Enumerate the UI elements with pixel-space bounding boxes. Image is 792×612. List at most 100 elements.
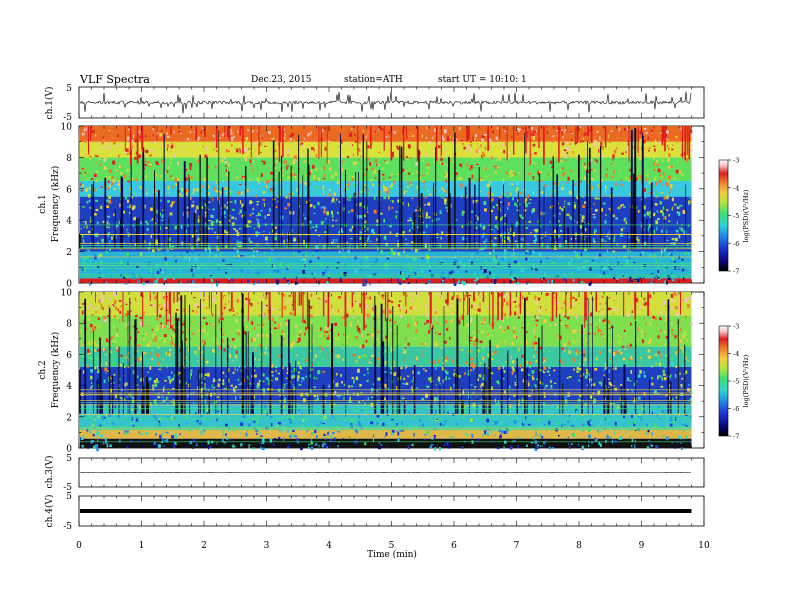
spectrogram-speckle [537, 418, 540, 423]
spectrogram-speckle [342, 209, 345, 211]
spectrogram-speckle [303, 276, 306, 279]
spectrogram-speckle [265, 333, 268, 336]
spectrogram-speckle [438, 395, 440, 397]
spectrogram-speckle [289, 346, 293, 348]
spectrogram-speckle [467, 145, 471, 149]
spectrogram-speckle [231, 338, 235, 341]
spectrogram-speckle [196, 307, 199, 310]
spectrogram-speckle [87, 317, 91, 321]
spectrogram-speckle [637, 276, 640, 280]
spectrogram-speckle [139, 321, 143, 326]
spectrogram-speckle [372, 183, 375, 187]
spectrogram-speckle [354, 141, 358, 143]
spectrogram-speckle [503, 370, 506, 373]
spectrogram-speckle [263, 388, 266, 393]
spectrogram-speckle [380, 414, 384, 417]
spectrogram-speckle [495, 204, 499, 206]
spectrogram-speckle [405, 156, 409, 158]
spectrogram-speckle [186, 211, 189, 215]
spectrogram-speckle [393, 250, 396, 255]
spectrogram-speckle [359, 231, 362, 234]
spectrogram-speckle [364, 220, 367, 224]
spectrogram-speckle [561, 208, 564, 211]
spectrogram-speckle [421, 180, 425, 183]
spectrogram-speckle [680, 152, 682, 155]
spectrogram-speckle [495, 443, 497, 445]
spectrogram-speckle [192, 418, 195, 421]
spectrogram-speckle [393, 372, 397, 376]
spectrogram-speckle [583, 176, 587, 180]
spectrogram-speckle [252, 160, 254, 163]
spectrogram-speckle [97, 254, 100, 259]
spectrogram-speckle [336, 198, 338, 201]
spectrogram-speckle [199, 373, 203, 377]
spectrogram-speckle [462, 236, 465, 241]
spectrogram-speckle [514, 240, 518, 242]
spectrogram-speckle [584, 132, 587, 136]
spectrogram-speckle [133, 217, 136, 221]
spectrogram-speckle [426, 166, 430, 170]
spectrogram-speckle [103, 158, 107, 162]
spectrogram-speckle [442, 154, 446, 156]
spectrogram-speckle [252, 253, 255, 258]
spectrogram-speckle [159, 133, 163, 137]
spectrogram-speckle [434, 128, 437, 132]
spectrogram-speckle [605, 213, 607, 217]
spectrogram-speckle [319, 243, 321, 247]
spectrogram-speckle [469, 259, 471, 262]
spectrogram-speckle [136, 384, 139, 386]
spectrogram-speckle [531, 133, 535, 137]
spectrogram-speckle [249, 200, 253, 205]
spectrogram-speckle [496, 166, 500, 168]
spectrogram-speckle [464, 361, 468, 364]
spectrogram-speckle [215, 400, 217, 403]
spectrogram-speckle [106, 220, 109, 224]
spectrogram-speckle [670, 307, 673, 311]
spectrogram-speckle [88, 230, 91, 234]
spectrogram-speckle [507, 389, 510, 392]
spectrogram-speckle [493, 282, 496, 284]
spectrogram-speckle [670, 165, 674, 168]
spectrogram-speckle [649, 165, 651, 168]
spectrogram-speckle [623, 206, 626, 209]
spectrogram-speckle [150, 207, 153, 211]
spectrogram-speckle [206, 412, 208, 415]
spectrogram-speckle [333, 439, 336, 442]
spectrogram-speckle [270, 189, 273, 193]
spectrogram-speckle [240, 191, 243, 196]
spectrogram-speckle [181, 187, 184, 192]
spectrogram-speckle [98, 158, 101, 161]
spectrogram-speckle [388, 309, 391, 313]
spectrogram-speckle [205, 296, 208, 300]
spectrogram-speckle [82, 353, 84, 358]
spectrogram-speckle [595, 439, 598, 442]
spectrogram-speckle [192, 438, 195, 443]
spectrogram-speckle [588, 379, 591, 384]
spectrogram-speckle [383, 251, 386, 254]
spectrogram-speckle [317, 143, 320, 147]
spectrogram-speckle [648, 225, 651, 229]
spectrogram-speckle [139, 356, 143, 361]
spectrogram-speckle [414, 294, 417, 297]
spectrogram-speckle [494, 434, 496, 436]
spectrogram-speckle [601, 251, 604, 254]
spectrogram-speckle [232, 360, 234, 362]
spectrogram-speckle [350, 209, 354, 213]
spectrogram-speckle [345, 300, 349, 303]
spectrogram-speckle [543, 276, 545, 280]
spectrogram-speckle [272, 443, 275, 447]
spectrogram-speckle [225, 165, 227, 168]
spectrogram-speckle [231, 143, 233, 147]
spectrogram-speckle [474, 273, 477, 276]
spectrogram-speckle [493, 242, 496, 247]
spectrogram-speckle [425, 171, 429, 175]
spectrogram-speckle [275, 270, 279, 273]
spectrogram-speckle [445, 356, 449, 360]
spectrogram-speckle [531, 389, 534, 392]
spectrogram-speckle [143, 153, 145, 156]
spectrogram-speckle [194, 143, 197, 146]
spectrogram-speckle [526, 296, 528, 301]
spectrogram-speckle [148, 377, 152, 381]
spectrogram-speckle [678, 227, 682, 229]
spectrogram-speckle [325, 437, 327, 440]
